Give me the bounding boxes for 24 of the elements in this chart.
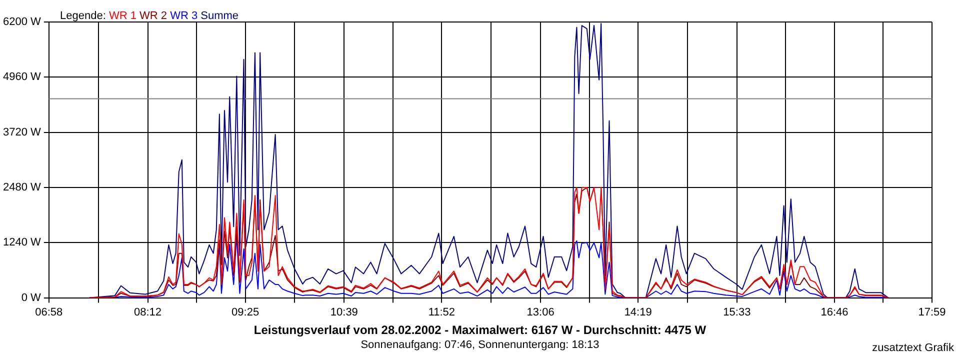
text: zusatztext Grafik <box>872 342 954 354</box>
y-tick-label: 6200 W <box>2 16 42 28</box>
legend-title: Legende: <box>60 10 107 22</box>
x-tick-label: 10:39 <box>330 306 358 318</box>
text: WR 3 <box>170 10 198 22</box>
x-tick-label: 17:59 <box>918 306 946 318</box>
y-tick-label: 0 W <box>21 292 42 304</box>
y-tick-label: 3720 W <box>2 126 42 138</box>
x-tick-label: 13:06 <box>526 306 554 318</box>
x-tick-label: 06:58 <box>35 306 63 318</box>
x-tick-label: 08:12 <box>134 306 162 318</box>
text: WR 2 <box>140 10 167 22</box>
text: Leistungsverlauf vom 28.02.2002 - Maximalwert: 6167 W - Durchschnitt: 4475 W <box>252 323 708 337</box>
x-tick-label: 14:19 <box>624 306 652 318</box>
y-tick-label: 1240 W <box>2 236 42 249</box>
y-tick-label: 4960 W <box>2 71 42 84</box>
x-tick-label: 11:52 <box>428 306 456 318</box>
y-tick-label: 2480 W <box>2 182 42 194</box>
x-tick-label: 16:46 <box>820 306 848 318</box>
text: WR 1 <box>108 10 136 22</box>
x-tick-label: 09:25 <box>232 306 260 318</box>
text: Summe <box>200 10 239 22</box>
text: Sonnenaufgang: 07:46, Sonnenuntergang: 18:13 <box>360 339 600 351</box>
x-tick-label: 15:33 <box>723 306 751 318</box>
